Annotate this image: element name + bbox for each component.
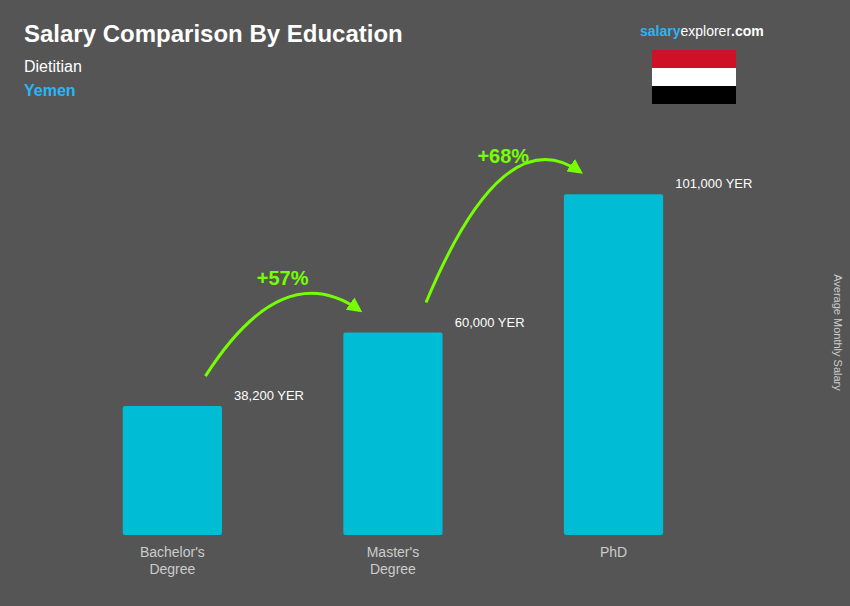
watermark-part: .com — [731, 23, 764, 39]
x-tick-label: Master'sDegree — [367, 544, 419, 577]
subtitle: Dietitian — [24, 58, 82, 75]
watermark-part: explorer — [680, 23, 731, 39]
value-label: 60,000 YER — [455, 315, 525, 330]
flag-stripe — [652, 86, 736, 104]
x-tick-label-line: Degree — [370, 561, 416, 577]
y-axis-label: Average Monthly Salary — [832, 274, 844, 391]
location: Yemen — [24, 82, 76, 99]
arrow — [205, 293, 359, 376]
watermark-part: salary — [640, 23, 681, 39]
x-tick-label: Bachelor'sDegree — [140, 544, 205, 577]
flag-stripe — [652, 68, 736, 86]
title: Salary Comparison By Education — [24, 20, 403, 47]
bars — [123, 194, 663, 535]
annotation: +57% — [257, 267, 309, 289]
value-label: 101,000 YER — [675, 176, 752, 191]
bar — [564, 194, 663, 535]
watermark: salaryexplorer.com — [640, 23, 764, 39]
x-tick-label: PhD — [600, 544, 627, 560]
bar — [123, 406, 222, 535]
arrow — [426, 160, 580, 303]
value-label: 38,200 YER — [234, 388, 304, 403]
chart: Salary Comparison By Education Dietitian Y… — [0, 0, 850, 606]
chart-container: Salary Comparison By Education Dietitian Y… — [0, 0, 850, 606]
flag-stripe — [652, 50, 736, 68]
bar — [343, 333, 442, 536]
x-tick-label-line: Degree — [149, 561, 195, 577]
x-tick-label-line: Bachelor's — [140, 544, 205, 560]
flag — [652, 50, 736, 104]
x-tick-label-line: PhD — [600, 544, 627, 560]
x-tick-label-line: Master's — [367, 544, 419, 560]
background — [0, 0, 850, 606]
annotation: +68% — [477, 145, 529, 167]
